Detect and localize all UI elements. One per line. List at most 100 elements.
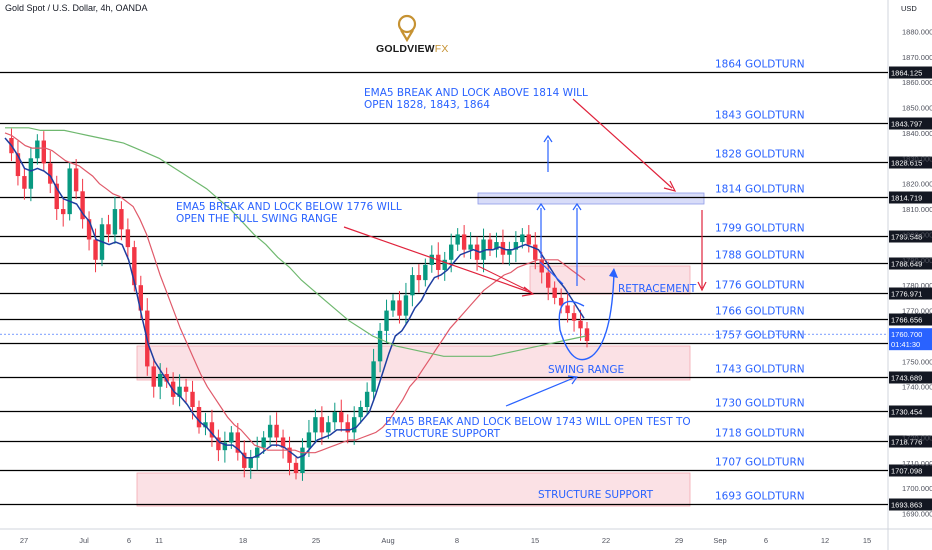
time-tick: 11 [155, 536, 163, 545]
annotation-line: STRUCTURE SUPPORT [385, 428, 500, 440]
time-tick: 15 [863, 536, 871, 545]
candle-body [229, 432, 234, 443]
zone-box [136, 472, 691, 507]
candle-body [584, 328, 590, 342]
price-tick: 1820.000 [902, 180, 932, 189]
level-tag-bg [889, 371, 932, 384]
price-tick: 1740.000 [902, 383, 932, 392]
candle-body [384, 310, 389, 331]
annotation-line: OPEN THE FULL SWING RANGE [176, 213, 338, 225]
candle-body [67, 168, 72, 215]
candle-body [28, 158, 34, 189]
candle-body [93, 239, 98, 260]
candle-body [552, 287, 557, 298]
red-arrow-shaft [477, 265, 528, 291]
candle-body [158, 374, 163, 387]
level-tag-bg [889, 257, 932, 270]
price-tick: 1840.000 [902, 129, 932, 138]
level-label: 1776 GOLDTURN [715, 280, 805, 292]
zone-box [136, 345, 691, 381]
level-tag-bg [889, 498, 932, 511]
candle-body [352, 417, 357, 433]
level-tag-bg [889, 66, 932, 79]
candle-body [41, 140, 46, 164]
candle-body [209, 422, 215, 438]
time-tick: 15 [531, 536, 539, 545]
candle-body [106, 224, 111, 235]
candle-body [416, 275, 422, 281]
time-tick: 12 [821, 536, 829, 545]
candle-body [558, 297, 564, 306]
red-arrow-head [697, 281, 707, 292]
annotation-line: OPEN 1828, 1843, 1864 [364, 99, 490, 111]
brand-suffix: FX [434, 43, 449, 55]
red-arrow-head [521, 286, 535, 297]
time-tick: 6 [764, 536, 768, 545]
price-tick: 1710.000 [902, 459, 932, 468]
level-label: 1828 GOLDTURN [715, 149, 805, 161]
red-arrow-shaft [343, 226, 533, 294]
ema-line [4, 132, 586, 454]
candle-body [377, 330, 383, 362]
candle-body [474, 244, 480, 260]
annotation-line: EMA5 BREAK AND LOCK BELOW 1776 WILL [176, 201, 402, 213]
level-label: 1788 GOLDTURN [715, 250, 805, 262]
up-arrow-head [572, 202, 582, 211]
annotation-below-1776: EMA5 BREAK AND LOCK BELOW 1776 WILL OPEN… [176, 201, 402, 225]
red-arrow-head [663, 180, 677, 192]
breakout-band [477, 192, 705, 205]
level-label: 1814 GOLDTURN [715, 184, 805, 196]
time-tick: 25 [312, 536, 320, 545]
candle-body [15, 153, 21, 177]
level-label: 1757 GOLDTURN [715, 330, 805, 342]
time-tick: Sep [713, 536, 726, 545]
price-tick: 1870.000 [902, 53, 932, 62]
candle-body [248, 457, 253, 468]
candle-body [468, 244, 473, 250]
candle-body [449, 244, 454, 260]
candle-body [546, 272, 551, 288]
logo-ring-icon [397, 14, 417, 34]
candle-body [203, 422, 208, 428]
candle-body [306, 432, 312, 448]
candle-body [539, 259, 544, 273]
time-tick: 6 [127, 536, 131, 545]
candle-body [216, 437, 221, 451]
candle-body [520, 234, 525, 243]
time-tick: Aug [381, 536, 394, 545]
level-tag: 1693.863 [891, 501, 922, 510]
price-tick: 1690.000 [902, 510, 932, 519]
candle-body [22, 176, 27, 189]
level-tag: 1730.454 [891, 408, 922, 417]
candle-body [326, 422, 331, 433]
level-tag-bg [889, 156, 932, 169]
candle-body [423, 264, 428, 281]
time-tick: Jul [79, 536, 89, 545]
current-price-bg [889, 328, 932, 351]
candle-body [436, 254, 441, 270]
brand-logo: GOLDVIEWFX [376, 43, 449, 55]
level-label: 1730 GOLDTURN [715, 398, 805, 410]
annotation-line: EMA5 BREAK AND LOCK BELOW 1743 WILL OPEN… [385, 416, 691, 428]
candle-body [267, 424, 273, 438]
time-tick: 8 [455, 536, 459, 545]
price-tick: 1750.000 [902, 357, 932, 366]
candle-body [442, 259, 447, 270]
level-tag-bg [889, 191, 932, 204]
level-tag: 1788.649 [891, 260, 922, 269]
level-tag: 1828.615 [891, 159, 922, 168]
candle-body [196, 407, 202, 428]
level-tag: 1718.776 [891, 438, 922, 447]
candle-body [494, 242, 499, 250]
level-label: 1707 GOLDTURN [715, 457, 805, 469]
candle-body [364, 391, 370, 408]
candle-body [125, 229, 131, 248]
price-tick: 1850.000 [902, 104, 932, 113]
candle-body [61, 209, 66, 215]
candle-body [73, 168, 79, 192]
candle-body [410, 275, 415, 296]
symbol-header: Gold Spot / U.S. Dollar, 4h, OANDA [5, 3, 148, 13]
candle-body [526, 234, 531, 245]
price-tick: 1860.000 [902, 78, 932, 87]
